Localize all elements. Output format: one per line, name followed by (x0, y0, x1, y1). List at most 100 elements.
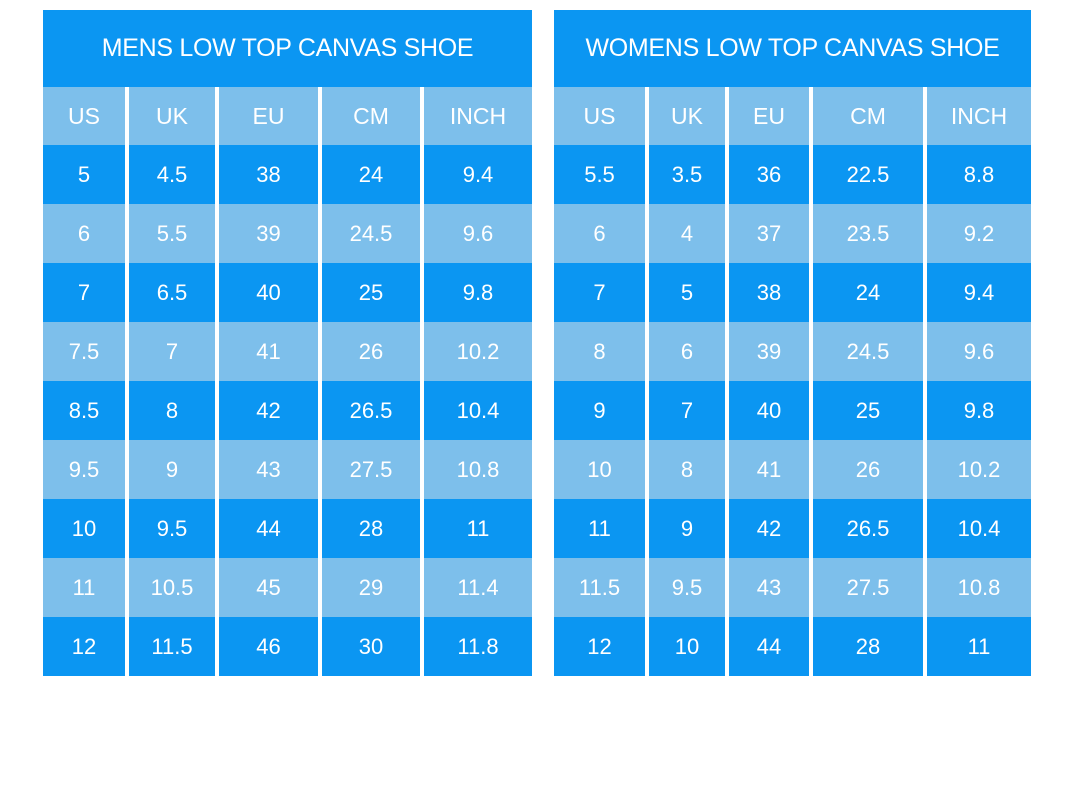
column-header: US (43, 87, 125, 145)
size-cell: 10.8 (424, 440, 532, 499)
size-cell: 10.2 (424, 322, 532, 381)
size-cell: 42 (219, 381, 318, 440)
size-cell: 6 (43, 204, 125, 263)
size-cell: 8.8 (927, 145, 1031, 204)
size-cell: 9.8 (424, 263, 532, 322)
size-cell: 39 (219, 204, 318, 263)
size-cell: 37 (729, 204, 809, 263)
size-cell: 9 (649, 499, 725, 558)
size-cell: 5 (649, 263, 725, 322)
size-cell: 7 (43, 263, 125, 322)
size-cell: 10.4 (424, 381, 532, 440)
size-cell: 43 (729, 558, 809, 617)
size-cell: 9.4 (424, 145, 532, 204)
size-cell: 30 (322, 617, 420, 676)
size-cell: 26 (322, 322, 420, 381)
column-header: UK (129, 87, 215, 145)
size-cell: 11 (554, 499, 645, 558)
column-header: CM (813, 87, 923, 145)
womens-size-chart: WOMENS LOW TOP CANVAS SHOE US UK EU CM INCH 5… (554, 10, 1031, 676)
size-cell: 12 (43, 617, 125, 676)
size-cell: 24 (813, 263, 923, 322)
size-cell: 45 (219, 558, 318, 617)
size-cell: 36 (729, 145, 809, 204)
size-cell: 40 (729, 381, 809, 440)
size-cell: 25 (322, 263, 420, 322)
size-cell: 10.2 (927, 440, 1031, 499)
size-cell: 24.5 (813, 322, 923, 381)
size-cell: 26 (813, 440, 923, 499)
size-cell: 38 (219, 145, 318, 204)
column-header: UK (649, 87, 725, 145)
size-cell: 9.5 (649, 558, 725, 617)
size-cell: 8 (649, 440, 725, 499)
size-cell: 29 (322, 558, 420, 617)
size-cell: 8.5 (43, 381, 125, 440)
size-cell: 27.5 (813, 558, 923, 617)
size-cell: 6 (649, 322, 725, 381)
size-cell: 6.5 (129, 263, 215, 322)
size-cell: 11 (927, 617, 1031, 676)
size-cell: 41 (219, 322, 318, 381)
size-cell: 23.5 (813, 204, 923, 263)
size-cell: 7 (649, 381, 725, 440)
size-cell: 9.5 (129, 499, 215, 558)
size-cell: 8 (129, 381, 215, 440)
size-cell: 4 (649, 204, 725, 263)
size-cell: 10.5 (129, 558, 215, 617)
size-cell: 9 (554, 381, 645, 440)
size-cell: 38 (729, 263, 809, 322)
size-cell: 11.8 (424, 617, 532, 676)
size-cell: 43 (219, 440, 318, 499)
size-cell: 11.4 (424, 558, 532, 617)
size-cell: 11 (424, 499, 532, 558)
size-cell: 4.5 (129, 145, 215, 204)
size-cell: 6 (554, 204, 645, 263)
mens-table-title: MENS LOW TOP CANVAS SHOE (43, 10, 532, 87)
size-cell: 9.2 (927, 204, 1031, 263)
column-header: CM (322, 87, 420, 145)
column-header: INCH (424, 87, 532, 145)
size-cell: 24 (322, 145, 420, 204)
size-cell: 10 (649, 617, 725, 676)
size-cell: 44 (219, 499, 318, 558)
size-cell: 42 (729, 499, 809, 558)
column-header: EU (729, 87, 809, 145)
size-cell: 5.5 (554, 145, 645, 204)
size-cell: 9 (129, 440, 215, 499)
size-cell: 7 (554, 263, 645, 322)
size-cell: 9.4 (927, 263, 1031, 322)
size-cell: 25 (813, 381, 923, 440)
size-cell: 11.5 (129, 617, 215, 676)
size-cell: 7.5 (43, 322, 125, 381)
size-cell: 11 (43, 558, 125, 617)
womens-table-title: WOMENS LOW TOP CANVAS SHOE (554, 10, 1031, 87)
size-cell: 10 (43, 499, 125, 558)
size-cell: 28 (813, 617, 923, 676)
size-cell: 5 (43, 145, 125, 204)
size-cell: 8 (554, 322, 645, 381)
womens-size-grid: US UK EU CM INCH 5.5 3.5 36 22.5 8.8 6 4 37 23.5 9.2 7 5… (554, 87, 1031, 676)
size-cell: 26.5 (322, 381, 420, 440)
column-header: INCH (927, 87, 1031, 145)
size-cell: 12 (554, 617, 645, 676)
mens-size-chart: MENS LOW TOP CANVAS SHOE US UK EU CM INCH 5 4.… (43, 10, 532, 676)
size-cell: 10.4 (927, 499, 1031, 558)
size-cell: 9.8 (927, 381, 1031, 440)
size-cell: 41 (729, 440, 809, 499)
size-cell: 40 (219, 263, 318, 322)
column-header: EU (219, 87, 318, 145)
size-cell: 10 (554, 440, 645, 499)
size-cell: 39 (729, 322, 809, 381)
size-cell: 46 (219, 617, 318, 676)
size-cell: 22.5 (813, 145, 923, 204)
size-cell: 24.5 (322, 204, 420, 263)
size-cell: 11.5 (554, 558, 645, 617)
size-cell: 3.5 (649, 145, 725, 204)
size-cell: 9.5 (43, 440, 125, 499)
size-cell: 26.5 (813, 499, 923, 558)
column-header: US (554, 87, 645, 145)
size-cell: 9.6 (424, 204, 532, 263)
size-cell: 44 (729, 617, 809, 676)
size-cell: 10.8 (927, 558, 1031, 617)
